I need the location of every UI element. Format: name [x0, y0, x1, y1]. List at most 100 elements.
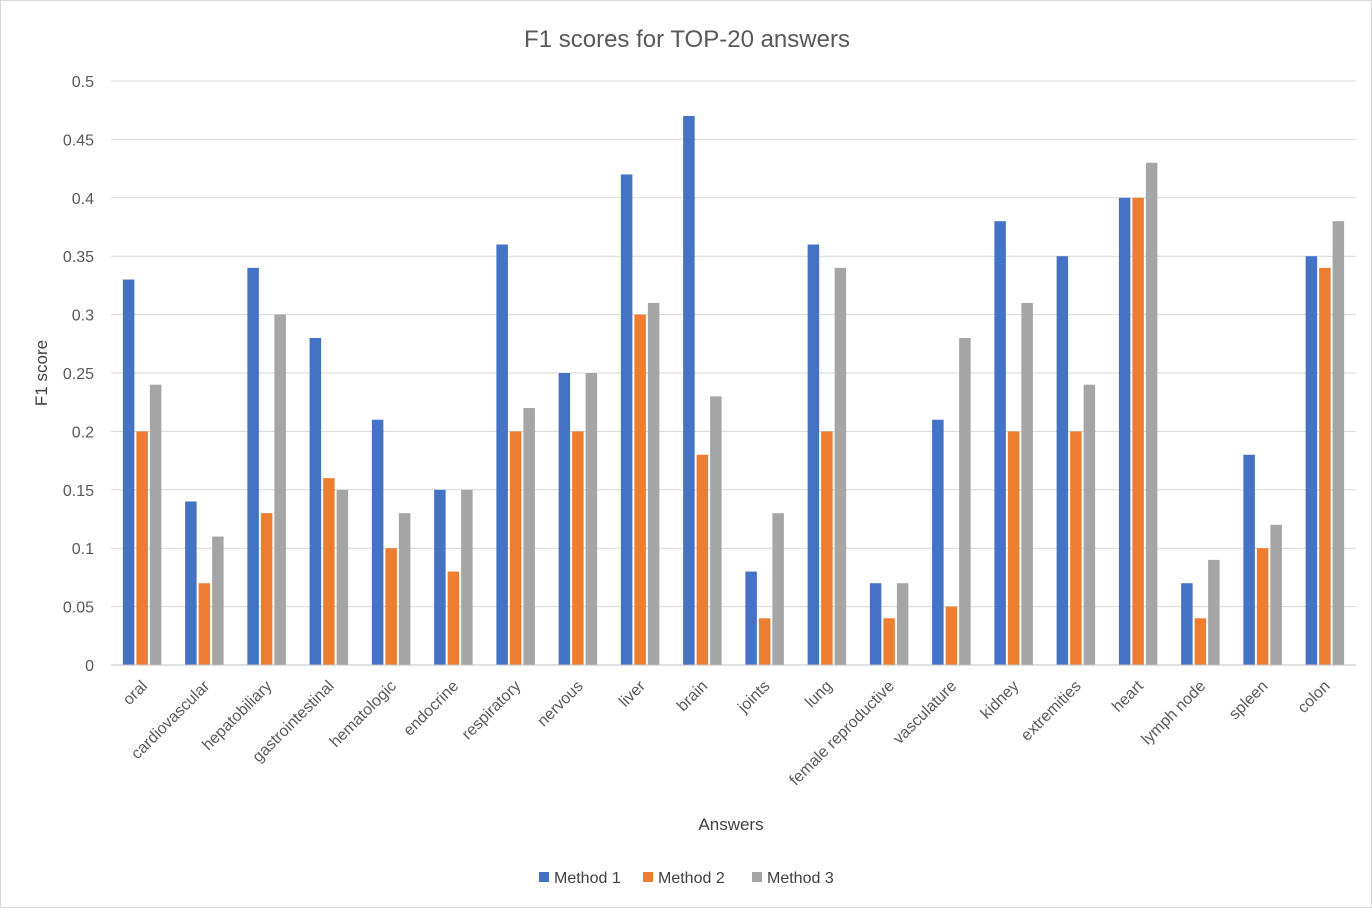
bar-method-2-hepatobiliary: [260, 513, 273, 665]
legend-label: Method 1: [554, 870, 621, 887]
bar-method-2-heart: [1132, 197, 1144, 666]
bar-method-1-colon: [1305, 256, 1318, 665]
bar-method-2-oral: [136, 431, 148, 665]
bar-method-3-hepatobiliary: [274, 314, 286, 665]
bar-method-2-hematologic: [385, 548, 397, 665]
bar-method-3-kidney: [1021, 302, 1033, 665]
bar-method-2-joints: [758, 618, 771, 665]
bar-method-2-vasculature: [945, 606, 958, 665]
bar-method-3-heart: [1145, 162, 1158, 665]
bar-method-1-endocrine: [434, 489, 446, 665]
bar-method-3-spleen: [1270, 524, 1282, 665]
bar-method-2-kidney: [1007, 431, 1020, 665]
y-tick-label: 0.5: [72, 74, 94, 91]
bar-method-1-kidney: [994, 221, 1006, 665]
bar-method-2-lymph-node: [1194, 618, 1207, 665]
bar-method-2-lung: [821, 431, 833, 665]
y-tick-label: 0.3: [72, 308, 94, 325]
y-tick-label: 0.25: [63, 366, 94, 383]
x-tick-label: spleen: [1226, 678, 1271, 723]
legend-swatch: [643, 872, 653, 882]
x-tick-label: lung: [802, 678, 835, 711]
bar-method-1-hepatobiliary: [247, 267, 259, 665]
legend-label: Method 2: [658, 870, 725, 887]
bar-method-1-gastrointestinal: [309, 337, 322, 665]
y-tick-label: 0.2: [72, 424, 94, 441]
bars: [122, 116, 1345, 666]
bar-method-1-oral: [122, 279, 135, 665]
bar-method-3-joints: [772, 513, 784, 665]
bar-method-3-brain: [710, 396, 722, 665]
bar-method-2-cardiovascular: [198, 583, 211, 665]
bar-method-1-extremities: [1056, 256, 1069, 665]
bar-method-3-liver: [647, 302, 660, 665]
x-tick-label: female reproductive: [787, 678, 898, 789]
bar-method-2-respiratory: [509, 431, 522, 665]
x-tick-label: oral: [120, 678, 151, 709]
y-tick-label: 0.35: [63, 249, 94, 266]
bar-method-1-heart: [1118, 197, 1131, 666]
y-tick-label: 0.45: [63, 132, 94, 149]
x-tick-label: extremities: [1018, 678, 1085, 745]
x-tick-label: brain: [674, 678, 711, 715]
bar-method-3-extremities: [1083, 384, 1096, 665]
x-tick-label: respiratory: [459, 678, 524, 743]
bar-method-1-brain: [683, 116, 695, 666]
bar-method-2-colon: [1319, 267, 1331, 665]
y-tick-label: 0: [85, 658, 94, 675]
bar-method-1-female-reproductive: [869, 583, 882, 665]
x-tick-label: kidney: [978, 678, 1023, 723]
x-tick-labels: oralcardiovascularhepatobiliarygastroint…: [120, 677, 1334, 789]
y-tick-label: 0.4: [72, 191, 94, 208]
bar-method-3-cardiovascular: [212, 536, 224, 665]
y-tick-label: 0.05: [63, 600, 94, 617]
bar-method-2-endocrine: [447, 571, 460, 665]
x-tick-label: joints: [734, 678, 773, 717]
bar-method-1-lymph-node: [1181, 583, 1193, 665]
x-tick-label: colon: [1295, 678, 1334, 717]
y-axis-title: F1 score: [32, 340, 51, 406]
legend: Method 1 Method 2 Method 3: [539, 870, 834, 887]
bar-method-2-nervous: [572, 431, 584, 665]
bar-method-3-respiratory: [523, 408, 535, 665]
bar-method-2-spleen: [1256, 548, 1269, 665]
bar-method-1-hematologic: [371, 419, 384, 665]
bar-method-1-liver: [620, 174, 633, 665]
bar-method-2-brain: [696, 454, 709, 665]
bar-method-1-joints: [745, 571, 757, 665]
bar-method-2-gastrointestinal: [323, 478, 335, 665]
bar-method-1-lung: [807, 244, 820, 665]
x-axis-title: Answers: [698, 815, 763, 834]
chart-title: F1 scores for TOP-20 answers: [524, 26, 850, 53]
bar-method-3-lung: [834, 267, 847, 665]
legend-swatch: [539, 872, 549, 882]
y-tick-labels: 0 0.05 0.1 0.15 0.2 0.25 0.3 0.35 0.4 0.45 0.5: [63, 74, 94, 675]
bar-method-1-respiratory: [496, 244, 508, 665]
bar-method-1-cardiovascular: [185, 501, 197, 665]
bar-method-2-female-reproductive: [883, 618, 895, 665]
gridlines: [111, 80, 1356, 608]
bar-method-3-gastrointestinal: [336, 489, 349, 665]
bar-method-3-colon: [1332, 221, 1345, 665]
bar-method-2-extremities: [1070, 431, 1082, 665]
x-tick-label: nervous: [534, 678, 586, 730]
bar-method-1-vasculature: [932, 419, 944, 665]
x-tick-label: lymph node: [1139, 678, 1210, 749]
y-tick-label: 0.1: [72, 541, 94, 558]
bar-method-3-nervous: [585, 373, 598, 665]
bar-method-3-female-reproductive: [896, 583, 909, 665]
bar-method-3-endocrine: [461, 489, 473, 665]
bar-method-3-lymph-node: [1208, 559, 1220, 665]
bar-method-1-spleen: [1243, 454, 1255, 665]
x-tick-label: hematologic: [327, 678, 400, 751]
legend-label: Method 3: [767, 870, 834, 887]
x-tick-label: heart: [1109, 677, 1147, 715]
legend-swatch: [752, 872, 762, 882]
x-tick-label: vasculature: [890, 678, 960, 748]
bar-method-2-liver: [634, 314, 646, 665]
bar-method-3-hematologic: [398, 513, 411, 665]
x-tick-label: liver: [616, 677, 649, 710]
bar-method-3-vasculature: [959, 337, 971, 665]
